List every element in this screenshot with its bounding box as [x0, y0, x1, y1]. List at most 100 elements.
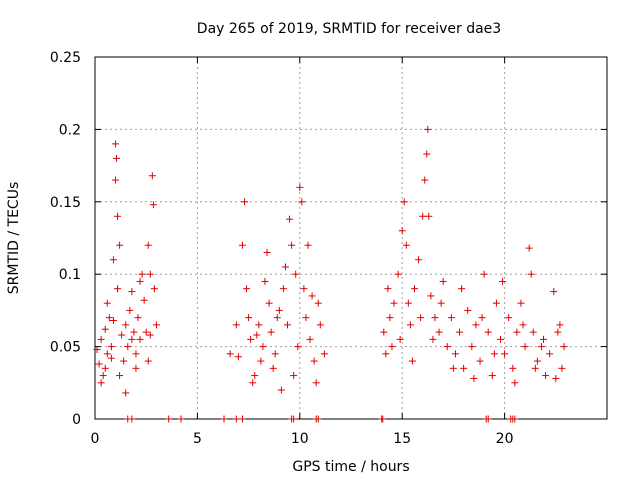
data-point: [540, 335, 548, 343]
data-point: [312, 379, 320, 387]
data-point: [238, 415, 246, 423]
x-axis-label: GPS time / hours: [292, 459, 409, 475]
data-point: [146, 270, 154, 278]
data-point: [509, 364, 517, 372]
data-point: [427, 292, 435, 300]
data-point: [308, 292, 316, 300]
data-point: [456, 328, 464, 336]
data-point: [519, 321, 527, 329]
data-point: [484, 415, 492, 423]
data-point: [537, 343, 545, 351]
data-point: [290, 415, 298, 423]
data-point: [296, 183, 304, 191]
data-point: [408, 357, 416, 365]
y-tick-labels: 0 0.05 0.1 0.15 0.2 0.25: [50, 50, 81, 428]
y-tick-label: 0: [72, 412, 81, 428]
data-point: [144, 241, 152, 249]
data-point: [243, 285, 251, 293]
data-point: [379, 415, 387, 423]
data-point: [103, 299, 111, 307]
data-point: [478, 314, 486, 322]
data-point: [220, 415, 228, 423]
data-point: [120, 357, 128, 365]
data-point: [415, 256, 423, 264]
data-point: [97, 379, 105, 387]
y-tick-label: 0.25: [50, 50, 81, 66]
data-point: [320, 350, 328, 358]
data-point: [300, 285, 308, 293]
x-tick-label: 20: [496, 431, 514, 447]
data-point: [533, 357, 541, 365]
data-point: [277, 386, 285, 394]
data-point: [122, 321, 130, 329]
data-point: [521, 343, 529, 351]
data-point: [105, 314, 113, 322]
data-point: [449, 364, 457, 372]
data-point: [279, 285, 287, 293]
data-point: [437, 299, 445, 307]
data-point: [394, 270, 402, 278]
data-point: [226, 350, 234, 358]
data-point: [177, 415, 185, 423]
data-point: [253, 331, 261, 339]
data-point: [103, 350, 111, 358]
data-point: [152, 321, 160, 329]
y-tick-label: 0.2: [59, 122, 81, 138]
data-point: [402, 241, 410, 249]
data-point: [542, 372, 550, 380]
data-point: [232, 321, 240, 329]
data-point: [390, 299, 398, 307]
axis-ticks: [94, 56, 607, 420]
data-point: [97, 335, 105, 343]
data-point: [472, 321, 480, 329]
data-point: [527, 270, 535, 278]
data-point: [128, 335, 136, 343]
data-point: [560, 343, 568, 351]
data-point: [306, 335, 314, 343]
data-point: [400, 198, 408, 206]
data-point: [118, 331, 126, 339]
data-point: [410, 285, 418, 293]
data-point: [490, 350, 498, 358]
data-point: [126, 306, 134, 314]
data-point: [132, 350, 140, 358]
x-tick-labels: 0 5 10 15 20: [91, 431, 514, 447]
data-point: [417, 314, 425, 322]
data-point: [111, 140, 119, 148]
x-tick-label: 10: [291, 431, 309, 447]
data-point: [431, 314, 439, 322]
data-point: [142, 328, 150, 336]
data-point: [271, 350, 279, 358]
data-point: [128, 415, 136, 423]
data-point: [382, 350, 390, 358]
data-point: [144, 357, 152, 365]
data-point: [292, 270, 300, 278]
chart-title: Day 265 of 2019, SRMTID for receiver dae…: [197, 21, 501, 37]
data-point: [234, 353, 242, 361]
data-point: [480, 270, 488, 278]
data-point: [380, 328, 388, 336]
data-point: [458, 285, 466, 293]
data-point: [302, 314, 310, 322]
data-point: [136, 277, 144, 285]
data-point: [425, 212, 433, 220]
data-point: [525, 244, 533, 252]
data-point: [396, 335, 404, 343]
data-point: [251, 372, 259, 380]
data-point: [107, 354, 115, 362]
data-point: [546, 350, 554, 358]
data-point: [249, 379, 257, 387]
data-point: [294, 343, 302, 351]
data-point: [384, 285, 392, 293]
plot-frame: [94, 56, 608, 420]
data-point: [511, 415, 519, 423]
data-point: [298, 198, 306, 206]
data-point: [259, 343, 267, 351]
data-point: [314, 415, 322, 423]
data-point: [273, 314, 281, 322]
data-point: [281, 263, 289, 271]
data-point: [488, 372, 496, 380]
data-point: [93, 345, 101, 353]
data-point: [451, 350, 459, 358]
